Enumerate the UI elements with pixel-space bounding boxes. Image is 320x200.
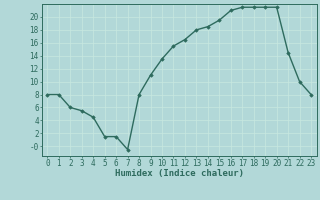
X-axis label: Humidex (Indice chaleur): Humidex (Indice chaleur) [115,169,244,178]
